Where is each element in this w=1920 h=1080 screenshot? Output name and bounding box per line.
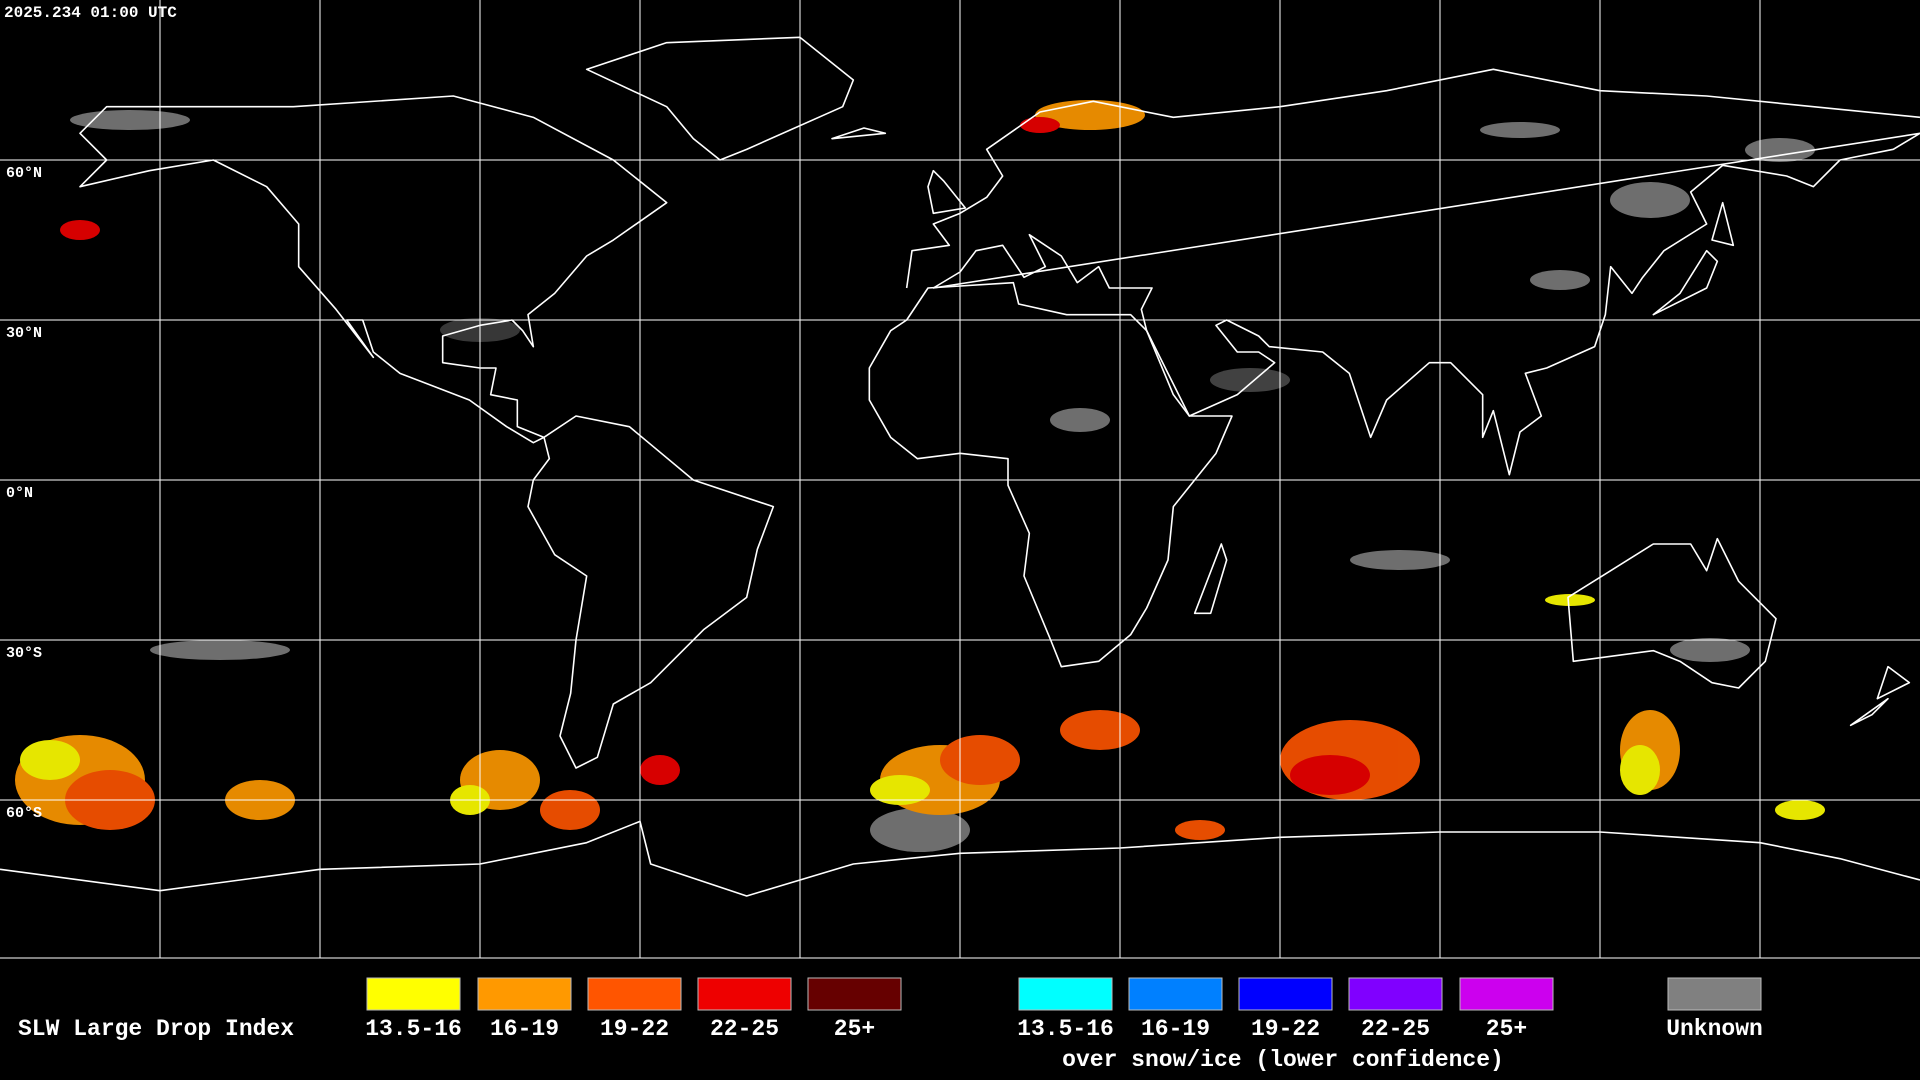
legend-label: 16-19 [490, 1016, 559, 1042]
legend-caption: over snow/ice (lower confidence) [1062, 1047, 1504, 1073]
legend-label: 19-22 [1251, 1016, 1320, 1042]
legend-label: 19-22 [600, 1016, 669, 1042]
legend-label: 22-25 [710, 1016, 779, 1042]
latitude-label: 30°S [6, 645, 42, 662]
legend-label: 13.5-16 [1017, 1016, 1114, 1042]
legend-swatch [1667, 977, 1762, 1011]
legend-label: 25+ [834, 1016, 875, 1042]
coastlines [0, 37, 1920, 896]
legend-swatch [1128, 977, 1223, 1011]
legend-label: 16-19 [1141, 1016, 1210, 1042]
graticule [0, 0, 1920, 959]
legend-title: SLW Large Drop Index [18, 1016, 294, 1042]
legend-swatch [366, 977, 461, 1011]
latitude-label: 60°S [6, 805, 42, 822]
latitude-label: 30°N [6, 325, 42, 342]
legend-swatch [1018, 977, 1113, 1011]
legend-swatch [1459, 977, 1554, 1011]
legend-swatch [1348, 977, 1443, 1011]
legend-swatch [587, 977, 682, 1011]
latitude-label: 0°N [6, 485, 33, 502]
legend-label: 13.5-16 [365, 1016, 462, 1042]
legend-swatch [697, 977, 792, 1011]
legend-label: Unknown [1666, 1016, 1763, 1042]
legend-label: 22-25 [1361, 1016, 1430, 1042]
legend-swatch [807, 977, 902, 1011]
legend-swatch [1238, 977, 1333, 1011]
legend-label: 25+ [1486, 1016, 1527, 1042]
latitude-label: 60°N [6, 165, 42, 182]
timestamp: 2025.234 01:00 UTC [4, 4, 177, 22]
legend-swatch [477, 977, 572, 1011]
